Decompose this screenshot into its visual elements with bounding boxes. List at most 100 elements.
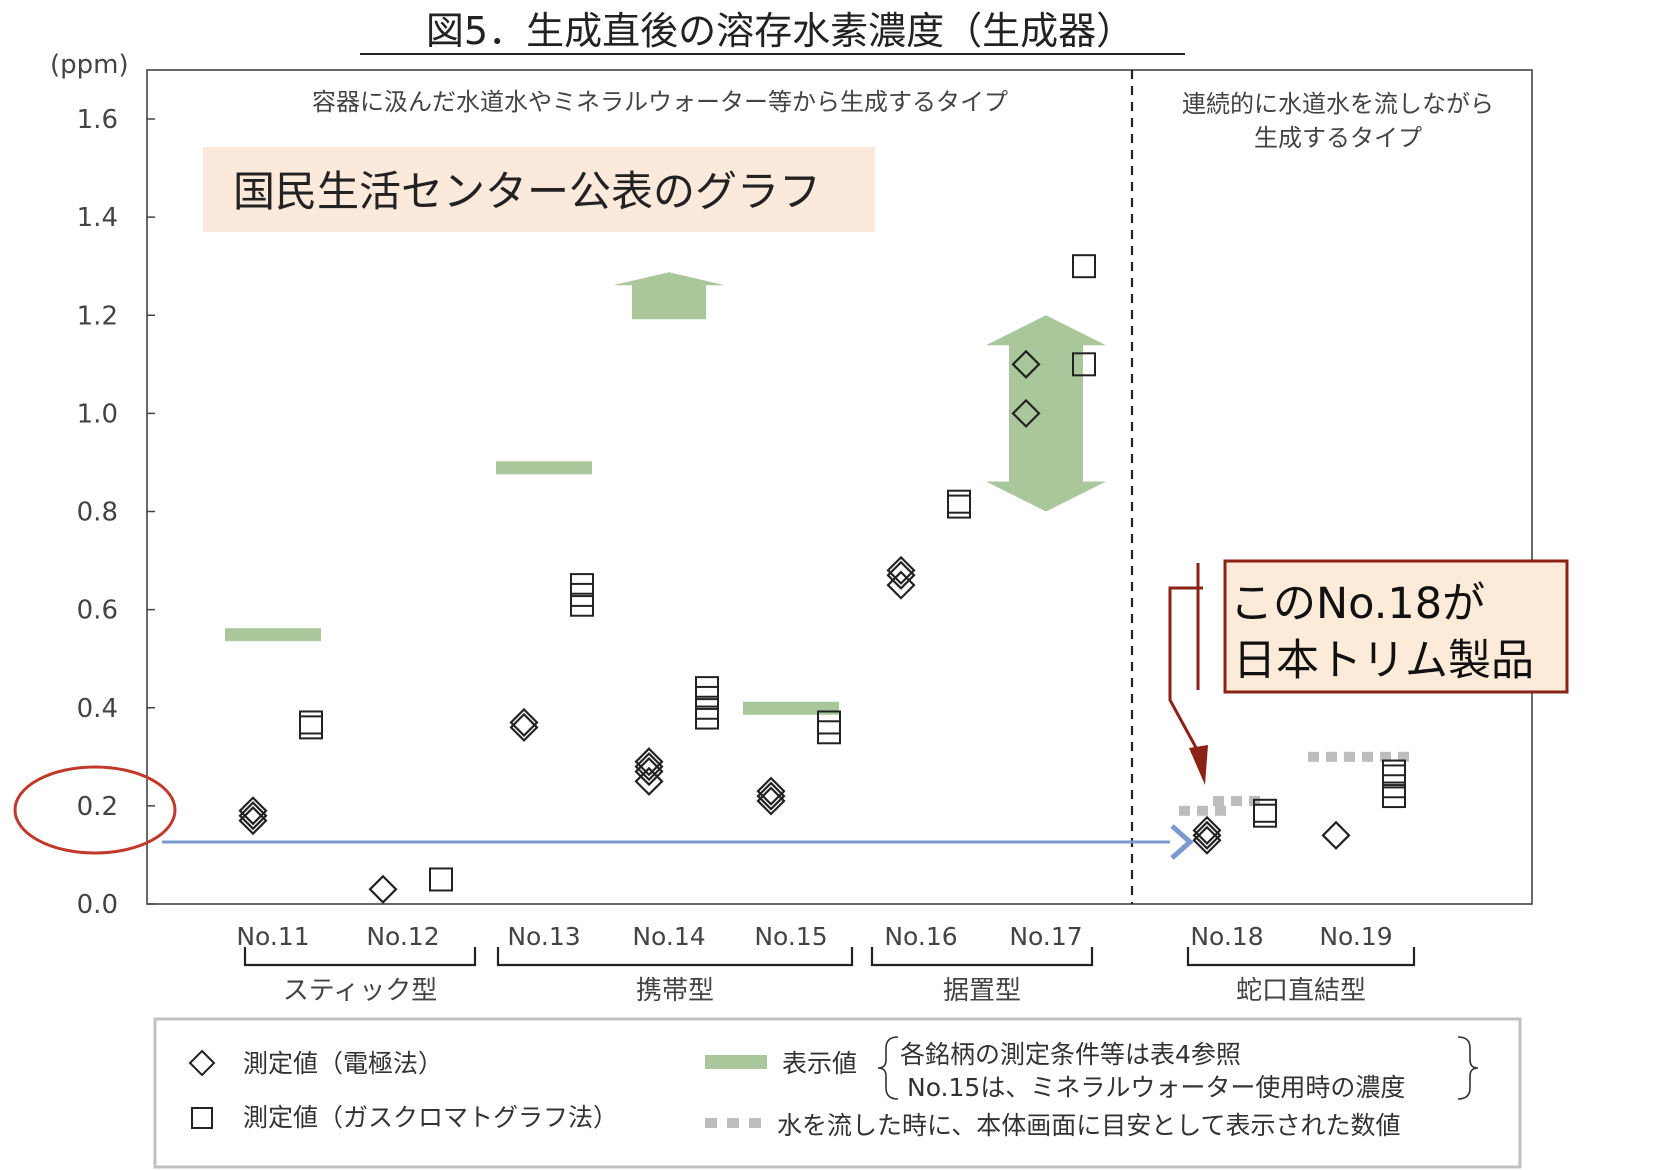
square-point <box>1382 759 1406 784</box>
x-category-label: No.17 <box>1009 922 1082 951</box>
square-point <box>1072 352 1096 377</box>
square-point <box>817 720 841 745</box>
legend-bar-label: 表示値 <box>782 1049 857 1078</box>
y-tick-label: 0.6 <box>77 596 118 626</box>
dotted-value-mark <box>1308 751 1319 762</box>
diamond-point <box>886 560 916 590</box>
legend-bar-note-bracket-right <box>1457 1036 1479 1100</box>
diamond-point <box>756 776 786 806</box>
label-box <box>203 147 875 232</box>
group-bracket <box>496 947 854 967</box>
legend-bar-note-1: 各銘柄の測定条件等は表4参照 <box>900 1040 1241 1069</box>
callout-arrowhead <box>1189 745 1208 785</box>
group-label: 携帯型 <box>636 976 714 1006</box>
diamond-point <box>238 796 268 826</box>
y-tick-label: 1.6 <box>77 105 118 135</box>
x-category-label: No.18 <box>1190 922 1263 951</box>
diamond-point <box>634 752 664 782</box>
x-axis-groups: スティック型 携帯型 据置型 蛇口直結型 <box>243 947 1416 1006</box>
display-value-bar <box>743 701 839 715</box>
legend-square-label: 測定値（ガスクロマトグラフ法） <box>243 1103 618 1132</box>
y-tick-label: 0.0 <box>77 890 118 920</box>
square-point <box>1382 774 1406 799</box>
dotted-value-mark <box>1213 795 1224 806</box>
diamond-point <box>509 712 539 742</box>
square-point <box>1072 254 1096 279</box>
square-point <box>1253 798 1277 823</box>
dotted-value-mark <box>1326 751 1337 762</box>
dotted-value-mark <box>1344 751 1355 762</box>
diamond-point <box>886 555 916 585</box>
diamond-point <box>368 874 398 904</box>
square-point <box>695 676 719 701</box>
y-axis: 0.0 0.2 0.4 0.6 0.8 1.0 1.2 1.4 1.6 <box>77 105 155 920</box>
dotted-value-mark <box>1380 751 1391 762</box>
callout-pointer <box>1168 586 1203 756</box>
group-bracket <box>1186 947 1416 967</box>
group-label: 蛇口直結型 <box>1236 976 1366 1006</box>
square-point <box>299 715 323 740</box>
display-value-series <box>225 272 1106 715</box>
x-category-label: No.14 <box>632 922 705 951</box>
display-value-up-arrow <box>613 272 725 320</box>
group-bracket <box>243 947 477 967</box>
diamond-point <box>886 570 916 600</box>
legend-diamond-marker <box>188 1049 216 1077</box>
dotted-value-series <box>1179 751 1409 816</box>
diamond-point <box>634 766 664 796</box>
y-tick-label: 1.2 <box>77 301 118 331</box>
y-unit-label: (ppm) <box>50 50 129 80</box>
callout-text-line1: このNo.18が <box>1230 579 1485 629</box>
diamond-point <box>509 707 539 738</box>
callout-box <box>1223 559 1569 694</box>
x-category-label: No.13 <box>507 922 580 951</box>
diamond-point <box>634 747 664 777</box>
display-value-bar <box>496 461 592 475</box>
diamond-point <box>1192 820 1222 850</box>
legend-dotted-marker <box>705 1118 761 1128</box>
chart-title: 図5．生成直後の溶存水素濃度（生成器） <box>426 9 1134 53</box>
legend-box <box>153 1017 1522 1169</box>
diamond-series <box>238 349 1351 904</box>
group-label: 据置型 <box>943 976 1021 1006</box>
legend-square-marker <box>191 1107 213 1129</box>
square-point <box>947 494 971 519</box>
x-category-label: No.12 <box>366 922 439 951</box>
legend-dotted-label: 水を流した時に、本体画面に目安として表示された数値 <box>777 1111 1401 1140</box>
square-point <box>817 710 841 735</box>
dotted-value-mark <box>1398 751 1409 762</box>
diamond-point <box>1192 815 1222 845</box>
square-series <box>299 254 1406 892</box>
y-tick-label: 1.4 <box>77 203 118 233</box>
plot-area <box>146 69 1533 905</box>
legend-bar-note-2: No.15は、ミネラルウォーター使用時の濃度 <box>907 1073 1405 1102</box>
dotted-value-mark <box>1215 805 1226 816</box>
display-value-range-arrow <box>986 315 1106 512</box>
dotted-value-mark <box>1179 805 1190 816</box>
diamond-point <box>238 801 268 831</box>
group-label: スティック型 <box>283 976 437 1006</box>
blue-arrow-head <box>1170 824 1194 860</box>
diamond-point <box>1321 820 1351 850</box>
y-tick-label: 0.2 <box>77 792 118 822</box>
diamond-point <box>1011 349 1041 379</box>
dotted-value-mark <box>1362 751 1373 762</box>
region-label-left: 容器に汲んだ水道水やミネラルウォーター等から生成するタイプ <box>312 88 1008 116</box>
square-point <box>1253 803 1277 828</box>
x-category-label: No.19 <box>1319 922 1392 951</box>
square-point <box>429 867 453 892</box>
legend-diamond-label: 測定値（電極法） <box>243 1049 443 1078</box>
legend-bar-marker <box>705 1055 767 1069</box>
display-value-bar <box>225 628 321 642</box>
diamond-point <box>1011 398 1041 428</box>
callout-text-line2: 日本トリム製品 <box>1233 636 1534 686</box>
region-label-right-line1: 連続的に水道水を流しながら <box>1182 90 1494 118</box>
square-point <box>570 573 594 598</box>
square-point <box>299 710 323 735</box>
y-tick-label: 1.0 <box>77 399 118 429</box>
dotted-value-mark <box>1231 795 1242 806</box>
y-tick-label: 0.8 <box>77 498 118 528</box>
region-label-right-line2: 生成するタイプ <box>1254 124 1422 152</box>
x-axis-categories: No.11 No.12 No.13 No.14 No.15 No.16 No.17 No.18… <box>236 922 1392 951</box>
x-category-label: No.16 <box>884 922 957 951</box>
